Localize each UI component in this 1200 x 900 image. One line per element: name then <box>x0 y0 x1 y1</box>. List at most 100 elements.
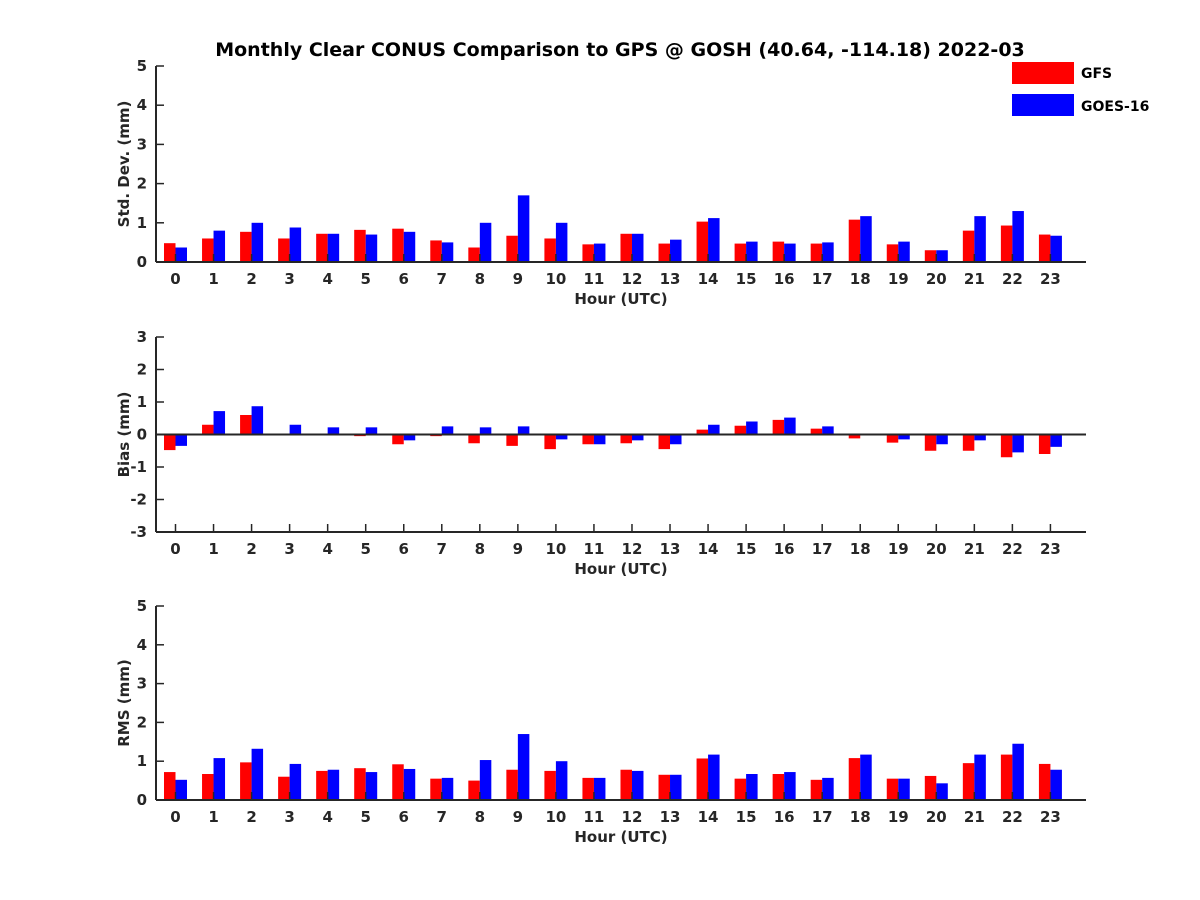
bias-x-tick-label: 4 <box>322 540 332 558</box>
rms-x-tick-label: 13 <box>660 808 681 826</box>
bias-x-tick-label: 1 <box>208 540 218 558</box>
rms-bar-goes16-h16 <box>784 772 796 800</box>
rms-bar-goes16-h17 <box>822 777 834 800</box>
std-dev-x-tick-label: 2 <box>246 270 256 288</box>
rms-bar-goes16-h3 <box>289 763 302 800</box>
std-dev-bar-gfs-h21 <box>962 230 975 262</box>
std-dev-bar-goes16-h1 <box>213 230 226 262</box>
std-dev-y-tick-label: 2 <box>137 175 147 193</box>
bias-bar-gfs-h6 <box>392 434 404 445</box>
rms-y-tick-label: 0 <box>137 791 147 809</box>
bias-x-tick-label: 14 <box>698 540 719 558</box>
rms-bar-gfs-h9 <box>506 769 518 800</box>
std-dev-bar-goes16-h13 <box>670 239 682 262</box>
rms-x-tick-label: 4 <box>322 808 332 826</box>
rms-bar-gfs-h15 <box>734 778 747 800</box>
bias-bar-goes16-h5 <box>365 427 378 435</box>
bias-bar-gfs-h1 <box>202 424 214 435</box>
rms-x-tick-label: 18 <box>850 808 871 826</box>
bias-x-tick-label: 5 <box>360 540 370 558</box>
rms-bar-goes16-h8 <box>479 760 492 800</box>
std-dev-y-axis-label: Std. Dev. (mm) <box>115 101 133 228</box>
std-dev-bar-gfs-h3 <box>278 238 290 262</box>
std-dev-bar-gfs-h7 <box>430 240 442 262</box>
rms-x-tick-label: 19 <box>888 808 909 826</box>
bias-bar-gfs-h22 <box>1000 434 1013 458</box>
std-dev-x-tick-label: 3 <box>284 270 294 288</box>
rms-x-tick-label: 9 <box>513 808 523 826</box>
bias-y-tick-label: 2 <box>137 361 147 379</box>
rms-bar-goes16-h1 <box>213 758 226 800</box>
std-dev-bar-goes16-h15 <box>746 241 758 262</box>
rms-bar-goes16-h18 <box>860 754 872 800</box>
bias-bar-goes16-h7 <box>441 426 454 435</box>
rms-bar-gfs-h20 <box>924 775 937 800</box>
std-dev-bar-gfs-h8 <box>468 247 480 262</box>
rms-bar-goes16-h5 <box>365 772 378 800</box>
bias-bar-goes16-h1 <box>213 411 226 435</box>
rms-bar-gfs-h17 <box>810 779 823 800</box>
std-dev-bar-goes16-h23 <box>1050 235 1062 262</box>
std-dev-x-tick-label: 19 <box>888 270 909 288</box>
rms-x-tick-label: 16 <box>774 808 795 826</box>
rms-x-tick-label: 5 <box>360 808 370 826</box>
rms-bar-gfs-h22 <box>1000 754 1013 800</box>
rms-x-tick-label: 10 <box>545 808 566 826</box>
bias-x-tick-label: 10 <box>545 540 566 558</box>
std-dev-bar-gfs-h5 <box>354 229 366 262</box>
std-dev-bar-goes16-h2 <box>251 222 264 262</box>
rms-bar-goes16-h10 <box>555 761 568 800</box>
std-dev-x-tick-label: 21 <box>964 270 985 288</box>
std-dev-bar-gfs-h23 <box>1038 234 1051 262</box>
rms-bar-goes16-h9 <box>517 734 530 800</box>
std-dev-bar-gfs-h18 <box>848 219 861 262</box>
bias-y-tick-label: 0 <box>137 426 147 444</box>
std-dev-x-tick-label: 8 <box>475 270 485 288</box>
rms-bar-goes16-h11 <box>593 777 606 800</box>
rms-bar-gfs-h8 <box>468 780 480 800</box>
rms-x-tick-label: 6 <box>399 808 409 826</box>
std-dev-x-tick-label: 4 <box>322 270 332 288</box>
bias-bar-gfs-h18 <box>848 434 861 439</box>
std-dev-x-axis-label: Hour (UTC) <box>574 290 667 308</box>
bias-y-axis-label: Bias (mm) <box>115 392 133 478</box>
std-dev-x-tick-label: 20 <box>926 270 947 288</box>
rms-bar-goes16-h4 <box>327 769 340 800</box>
bias-x-tick-label: 16 <box>774 540 795 558</box>
rms-bar-gfs-h14 <box>696 758 709 800</box>
bias-bar-goes16-h19 <box>898 434 910 440</box>
std-dev-x-tick-label: 17 <box>812 270 833 288</box>
bias-x-tick-label: 13 <box>660 540 681 558</box>
rms-bar-gfs-h23 <box>1038 763 1051 800</box>
bias-bar-goes16-h20 <box>936 434 948 445</box>
bias-x-tick-label: 18 <box>850 540 871 558</box>
std-dev-y-tick-label: 3 <box>137 135 147 153</box>
bias-bar-goes16-h16 <box>784 417 796 435</box>
std-dev-bar-gfs-h6 <box>392 228 404 262</box>
std-dev-y-tick-label: 5 <box>137 57 147 75</box>
rms-bar-gfs-h0 <box>164 772 176 800</box>
std-dev-bar-goes16-h6 <box>403 231 416 262</box>
rms-bar-gfs-h4 <box>316 770 328 800</box>
std-dev-x-tick-label: 11 <box>584 270 605 288</box>
bias-bar-goes16-h0 <box>175 434 187 446</box>
rms-bar-gfs-h19 <box>886 778 899 800</box>
std-dev-x-tick-label: 5 <box>360 270 370 288</box>
rms-bar-gfs-h3 <box>278 776 290 800</box>
std-dev-bar-gfs-h1 <box>202 238 214 262</box>
std-dev-y-tick-label: 0 <box>137 253 147 271</box>
bias-x-tick-label: 23 <box>1040 540 1061 558</box>
rms-bar-goes16-h22 <box>1012 743 1024 800</box>
bias-bar-gfs-h8 <box>468 434 480 444</box>
std-dev-y-tick-label: 1 <box>137 214 147 232</box>
bias-bar-gfs-h10 <box>544 434 556 450</box>
rms-x-tick-label: 7 <box>437 808 447 826</box>
bias-x-tick-label: 21 <box>964 540 985 558</box>
chart-title: Monthly Clear CONUS Comparison to GPS @ … <box>215 39 1025 61</box>
rms-bar-goes16-h21 <box>974 754 986 800</box>
bias-x-tick-label: 3 <box>284 540 294 558</box>
bias-bar-goes16-h13 <box>670 434 682 445</box>
